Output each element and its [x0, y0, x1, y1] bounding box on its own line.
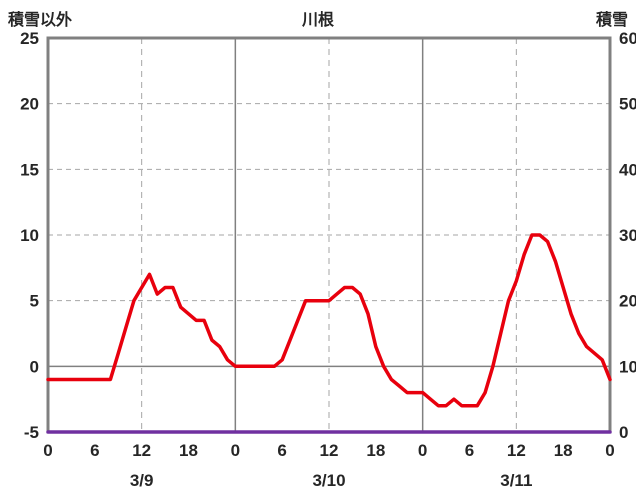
- left-axis-tick-label: 25: [20, 29, 39, 48]
- x-axis-tick-label: 6: [465, 441, 474, 460]
- temperature-line: [46, 233, 612, 408]
- x-axis-tick-label: 6: [277, 441, 286, 460]
- right-axis-tick-label: 40: [619, 160, 636, 179]
- x-axis-tick-label: 18: [554, 441, 573, 460]
- right-axis-tick-label: 20: [619, 292, 636, 311]
- x-axis-tick-label: 0: [418, 441, 427, 460]
- left-axis-title: 積雪以外: [8, 12, 73, 29]
- right-axis-title: 積雪: [595, 12, 628, 29]
- left-axis-tick-label: 0: [30, 357, 39, 376]
- right-axis-tick-label: 60: [619, 29, 636, 48]
- day-label: 3/11: [500, 471, 532, 490]
- left-axis-tick-label: 5: [30, 292, 39, 311]
- left-axis-tick-label: 10: [20, 226, 39, 245]
- right-axis-tick-label: 0: [619, 423, 628, 442]
- x-axis-tick-label: 12: [320, 441, 339, 460]
- x-axis-tick-label: 0: [231, 441, 240, 460]
- left-axis-tick-label: -5: [24, 423, 39, 442]
- chart-title: 川根: [301, 12, 334, 29]
- day-label: 3/10: [312, 471, 345, 490]
- x-axis-tick-label: 6: [90, 441, 99, 460]
- left-axis-tick-label: 20: [20, 95, 39, 114]
- left-axis-tick-label: 15: [20, 160, 39, 179]
- right-axis-tick-label: 30: [619, 226, 636, 245]
- x-axis-tick-label: 0: [605, 441, 614, 460]
- right-axis-tick-label: 50: [619, 95, 636, 114]
- day-label: 3/9: [130, 471, 154, 490]
- x-axis-tick-label: 12: [507, 441, 526, 460]
- x-axis-tick-label: 12: [132, 441, 151, 460]
- right-axis-tick-label: 10: [619, 357, 636, 376]
- x-axis-tick-label: 0: [43, 441, 52, 460]
- x-axis-tick-label: 18: [366, 441, 385, 460]
- x-axis-tick-label: 18: [179, 441, 198, 460]
